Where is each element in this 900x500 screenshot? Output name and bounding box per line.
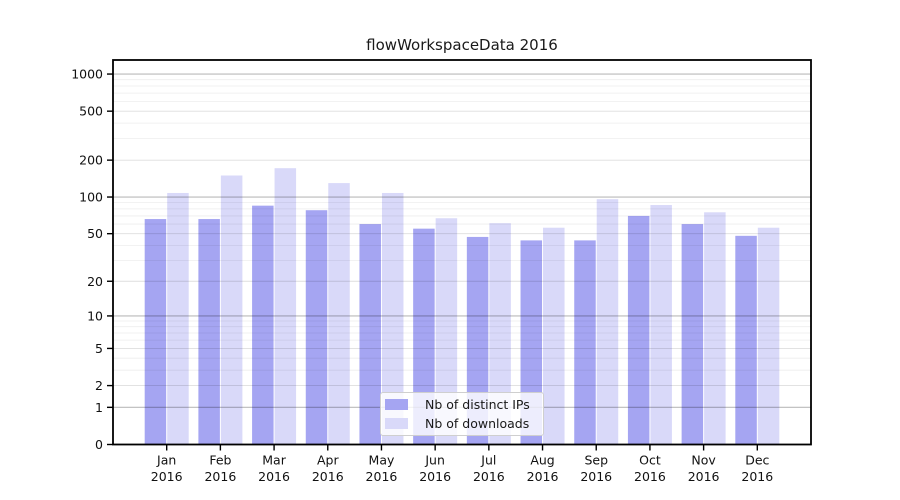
y-tick-label: 100	[79, 190, 103, 205]
bar-nb-of-distinct-ips-may	[359, 224, 381, 445]
x-tick-label-month: Nov	[691, 453, 716, 468]
bar-nb-of-distinct-ips-nov	[681, 224, 704, 445]
bar-nb-of-distinct-ips-dec	[735, 235, 757, 445]
x-tick-label-year: 2016	[419, 469, 451, 484]
bar-nb-of-downloads-jan	[167, 192, 189, 445]
bar-nb-of-downloads-oct	[650, 205, 672, 445]
y-tick-label: 200	[79, 153, 103, 168]
legend-item-downloads: Nb of downloads	[385, 416, 543, 432]
bar-nb-of-distinct-ips-apr	[305, 210, 328, 445]
chart-title: flowWorkspaceData 2016	[366, 36, 558, 54]
x-tick-label-month: Mar	[262, 453, 286, 468]
legend-label-distinct-ips: Nb of distinct IPs	[425, 397, 530, 412]
x-tick-label-month: Sep	[584, 453, 608, 468]
x-tick-label-year: 2016	[258, 469, 290, 484]
x-tick-label-year: 2016	[151, 469, 183, 484]
x-tick-label-year: 2016	[312, 469, 344, 484]
x-tick-label-month: Jan	[156, 453, 176, 468]
x-tick-label-month: Jun	[424, 453, 445, 468]
y-tick-label: 500	[79, 104, 103, 119]
y-axis: 0 1 2 5 10 20 50 100 200 500 1000	[71, 67, 113, 452]
bar-nb-of-downloads-dec	[757, 227, 780, 445]
bar-nb-of-distinct-ips-jan	[144, 219, 167, 445]
bar-nb-of-downloads-jun	[435, 218, 458, 445]
y-tick-label: 0	[95, 437, 103, 452]
x-tick-label-month: Feb	[209, 453, 231, 468]
bar-nb-of-distinct-ips-feb	[198, 219, 220, 445]
x-tick-label-month: May	[369, 453, 395, 468]
y-tick-label: 2	[95, 378, 103, 393]
x-tick-label-year: 2016	[634, 469, 666, 484]
y-tick-label: 20	[87, 274, 103, 289]
bar-nb-of-downloads-nov	[704, 212, 726, 445]
x-tick-label-month: Oct	[639, 453, 661, 468]
x-tick-label-month: Apr	[317, 453, 339, 468]
legend-label-downloads: Nb of downloads	[425, 416, 530, 431]
x-tick-label-year: 2016	[688, 469, 720, 484]
bar-nb-of-downloads-apr	[328, 183, 350, 445]
bar-nb-of-downloads-feb	[220, 175, 243, 445]
bar-nb-of-downloads-aug	[543, 227, 565, 445]
x-axis: Jan2016Feb2016Mar2016Apr2016May2016Jun20…	[151, 444, 773, 484]
bar-nb-of-downloads-mar	[274, 168, 297, 445]
x-tick-label-month: Dec	[745, 453, 769, 468]
legend: Nb of distinct IPs Nb of downloads	[380, 392, 544, 436]
x-tick-label-year: 2016	[580, 469, 612, 484]
bar-nb-of-distinct-ips-mar	[252, 205, 274, 445]
bar-nb-of-downloads-jul	[489, 223, 511, 445]
x-tick-label-year: 2016	[366, 469, 398, 484]
legend-item-distinct-ips: Nb of distinct IPs	[385, 397, 543, 413]
y-tick-label: 50	[87, 226, 103, 241]
bar-nb-of-downloads-may	[381, 192, 404, 445]
bar-nb-of-downloads-sep	[596, 199, 619, 445]
legend-swatch-downloads	[385, 418, 408, 429]
bar-nb-of-distinct-ips-sep	[574, 240, 596, 445]
bar-nb-of-distinct-ips-jun	[413, 228, 435, 445]
axes-frame	[112, 59, 812, 446]
y-tick-label: 1	[95, 400, 103, 415]
legend-swatch-distinct-ips	[385, 399, 408, 410]
gridlines	[113, 73, 811, 408]
x-tick-label-month: Jul	[480, 453, 496, 468]
x-tick-label-year: 2016	[741, 469, 773, 484]
x-tick-label-year: 2016	[527, 469, 559, 484]
y-tick-label: 10	[87, 308, 103, 323]
x-tick-label-year: 2016	[204, 469, 236, 484]
y-tick-label: 1000	[71, 67, 103, 82]
x-tick-label-year: 2016	[473, 469, 505, 484]
bar-nb-of-distinct-ips-oct	[627, 215, 650, 445]
x-tick-label-month: Aug	[530, 453, 554, 468]
y-tick-label: 5	[95, 341, 103, 356]
